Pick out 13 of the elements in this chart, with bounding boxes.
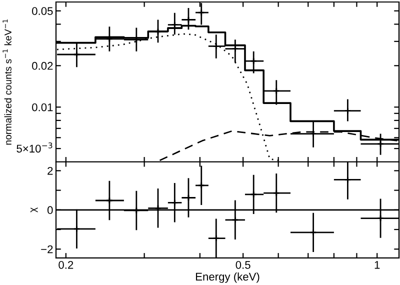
y-tick-label: 5×10$^{−3}$ (16, 142, 52, 153)
y-tick-label: −2 (41, 245, 53, 254)
y-axis-title: normalized counts s$^{−1}$ keV$^{−1}$ (2, 20, 12, 145)
x-tick-label: 0.2 (58, 260, 74, 269)
y-tick-label: 0.02 (32, 62, 53, 70)
y-axis-title: χ (30, 207, 38, 212)
x-tick-label: 0.5 (236, 260, 250, 269)
x-axis-title: Energy (keV) (196, 272, 260, 283)
y-tick-label: 0.05 (32, 7, 53, 16)
y-tick-label: 0 (47, 206, 53, 214)
y-tick-label: 0.01 (32, 103, 53, 112)
x-tick-label: 1 (374, 261, 380, 269)
y-tick-label: 2 (48, 166, 53, 175)
